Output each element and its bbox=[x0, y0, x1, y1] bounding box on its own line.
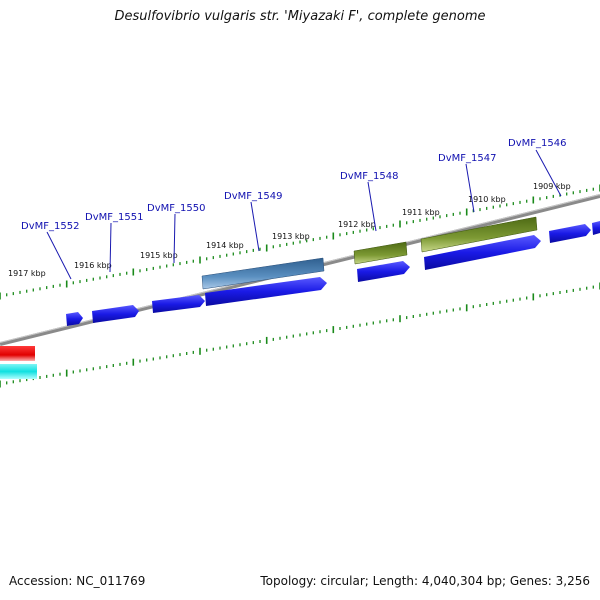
leader-line-1552 bbox=[46, 231, 72, 280]
kbp-label-1910: 1910 kbp bbox=[468, 195, 506, 204]
cds-arrow-dvmf-1550 bbox=[152, 295, 205, 313]
gene-bar-red bbox=[0, 346, 35, 361]
leader-line-1546 bbox=[535, 149, 562, 197]
gene-label-dvmf-1546: DvMF_1546 bbox=[508, 138, 566, 149]
kbp-label-1914: 1914 kbp bbox=[206, 241, 244, 250]
genome-stats-text: Topology: circular; Length: 4,040,304 bp… bbox=[260, 574, 590, 588]
leader-line-1551 bbox=[109, 222, 112, 273]
outer-tick-row bbox=[0, 184, 600, 300]
kbp-label-1913: 1913 kbp bbox=[272, 232, 310, 241]
gene-label-dvmf-1552: DvMF_1552 bbox=[21, 221, 79, 232]
inner-tick-row bbox=[0, 282, 600, 388]
kbp-label-1911: 1911 kbp bbox=[402, 208, 440, 217]
gene-label-leaders bbox=[46, 149, 562, 280]
gene-bar-cyan bbox=[0, 364, 37, 379]
gene-bar-dvmf-1549 bbox=[201, 257, 325, 290]
cds-arrow-dvmf-1547 bbox=[424, 235, 541, 270]
cds-arrow-dvmf-1546 bbox=[549, 224, 591, 243]
gene-bar-dvmf-1547 bbox=[420, 216, 538, 253]
cds-arrow-dvmf-1552 bbox=[66, 312, 83, 326]
kbp-label-1917: 1917 kbp bbox=[8, 269, 46, 278]
cds-arrow-dvmf-1551 bbox=[92, 305, 139, 323]
cds-arrow-dvmf-1549 bbox=[205, 277, 327, 306]
leader-line-1550 bbox=[173, 213, 176, 264]
kbp-label-1912: 1912 kbp bbox=[338, 220, 376, 229]
gene-label-dvmf-1548: DvMF_1548 bbox=[340, 171, 398, 182]
accession-text: Accession: NC_011769 bbox=[9, 574, 146, 588]
kbp-label-1916: 1916 kbp bbox=[74, 261, 112, 270]
map-title: Desulfovibrio vulgaris str. 'Miyazaki F'… bbox=[114, 9, 486, 24]
cds-arrow-dvmf-1548 bbox=[357, 261, 410, 282]
gene-label-dvmf-1550: DvMF_1550 bbox=[147, 203, 205, 214]
gene-label-dvmf-1551: DvMF_1551 bbox=[85, 212, 143, 223]
gene-label-dvmf-1547: DvMF_1547 bbox=[438, 153, 496, 164]
kbp-label-1915: 1915 kbp bbox=[140, 251, 178, 260]
gene-bar-dvmf-1548 bbox=[353, 241, 408, 265]
leader-line-1549 bbox=[250, 201, 260, 252]
gene-label-dvmf-1549: DvMF_1549 bbox=[224, 191, 282, 202]
kbp-label-1909: 1909 kbp bbox=[533, 182, 571, 191]
leader-line-1548 bbox=[367, 181, 377, 232]
leader-line-1547 bbox=[465, 163, 475, 213]
cds-arrow-partial-right bbox=[592, 221, 600, 235]
